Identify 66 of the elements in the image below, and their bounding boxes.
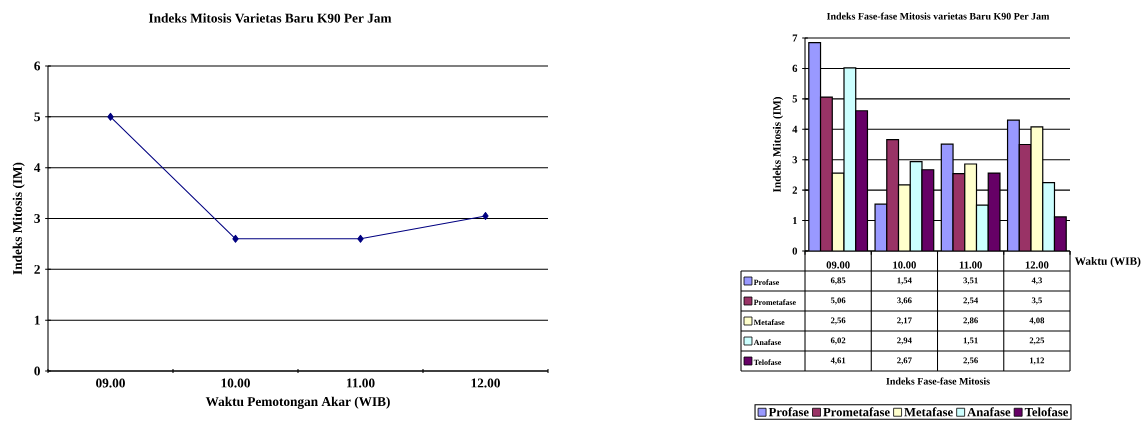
y-tick-label: 0: [34, 366, 40, 376]
bar: [1042, 181, 1056, 251]
x-tick-label: 09.00: [96, 378, 125, 388]
text: Telofase: [1024, 407, 1069, 417]
text: Anafase: [967, 407, 1011, 417]
data-label: 2,56: [963, 357, 978, 365]
y-axis-title: Indeks Mitosis (IM): [12, 162, 25, 275]
bar: [819, 96, 833, 251]
text: Metafase: [904, 407, 953, 417]
data-label: 6,02: [830, 337, 846, 345]
y-tick-label: 3: [34, 214, 41, 223]
data-label: 3,5: [1031, 297, 1042, 305]
text: Indeks Fase-fase Mitosis: [886, 377, 990, 385]
x-tick-label: 11.00: [346, 378, 375, 388]
data-label: 2,94: [897, 337, 912, 345]
data-label: 2,54: [963, 297, 979, 305]
data-label: 2,56: [830, 317, 846, 325]
bar: [897, 184, 911, 251]
bar: [886, 139, 900, 251]
x-tick-label: 12.00: [471, 378, 500, 388]
y-tick-label: 7: [792, 34, 798, 42]
data-label: 3,66: [897, 297, 912, 305]
x-tick-label: 11.00: [959, 261, 982, 269]
y-tick-label: 5: [792, 95, 798, 103]
y-tick-label: 6: [792, 64, 798, 72]
data-label: 5,06: [830, 297, 846, 305]
x-tick-label: 09.00: [826, 261, 850, 269]
text: Prometafase: [823, 407, 890, 417]
x-tick-label: 12.00: [1025, 261, 1049, 269]
y-tick-label: 0: [792, 247, 798, 255]
point: [107, 112, 114, 121]
point: [357, 234, 364, 243]
data-label: 1,54: [897, 277, 912, 285]
bar: [964, 163, 978, 251]
data-label: 2,25: [1029, 337, 1045, 345]
y-tick-label: 6: [34, 61, 41, 71]
data-label: 2,17: [897, 317, 912, 325]
bar: [855, 110, 869, 251]
chart-title: Indeks Fase-fase Mitosis varietas Baru K90 Per Jam: [826, 12, 1050, 20]
data-label: 4,61: [830, 357, 846, 365]
x-tick-label: 10.00: [221, 378, 250, 388]
chart-title: Indeks Mitosis Varietas Baru K90 Per Jam: [148, 13, 392, 23]
data-label: 4,08: [1029, 317, 1045, 325]
y-tick-label: 1: [34, 315, 40, 325]
x-axis-title: Waktu (WIB): [1074, 256, 1141, 268]
y-tick-label: 4: [34, 163, 41, 173]
data-label: 6,85: [830, 277, 846, 285]
bar: [975, 204, 989, 251]
y-tick-label: 5: [34, 112, 40, 122]
data-label: 3,51: [963, 277, 978, 285]
x-tick-label: 10.00: [893, 261, 916, 269]
y-tick-label: 1: [793, 217, 797, 225]
data-label: 1,51: [963, 337, 978, 345]
data-label: 1,12: [1030, 357, 1045, 365]
text: Profase: [768, 407, 809, 417]
data-label: 2,86: [963, 317, 978, 325]
data-label: 2,67: [897, 357, 912, 365]
x-axis-title: Waktu Pemotongan Akar (WIB): [205, 396, 390, 409]
point: [232, 234, 239, 243]
y-tick-label: 2: [34, 264, 40, 274]
y-tick-label: 3: [792, 156, 798, 164]
y-axis-title: Indeks Mitosis (IM): [772, 97, 784, 193]
y-tick-label: 2: [792, 186, 798, 194]
data-label: 4,3: [1031, 277, 1042, 285]
point: [482, 211, 489, 220]
y-tick-label: 4: [792, 125, 798, 133]
